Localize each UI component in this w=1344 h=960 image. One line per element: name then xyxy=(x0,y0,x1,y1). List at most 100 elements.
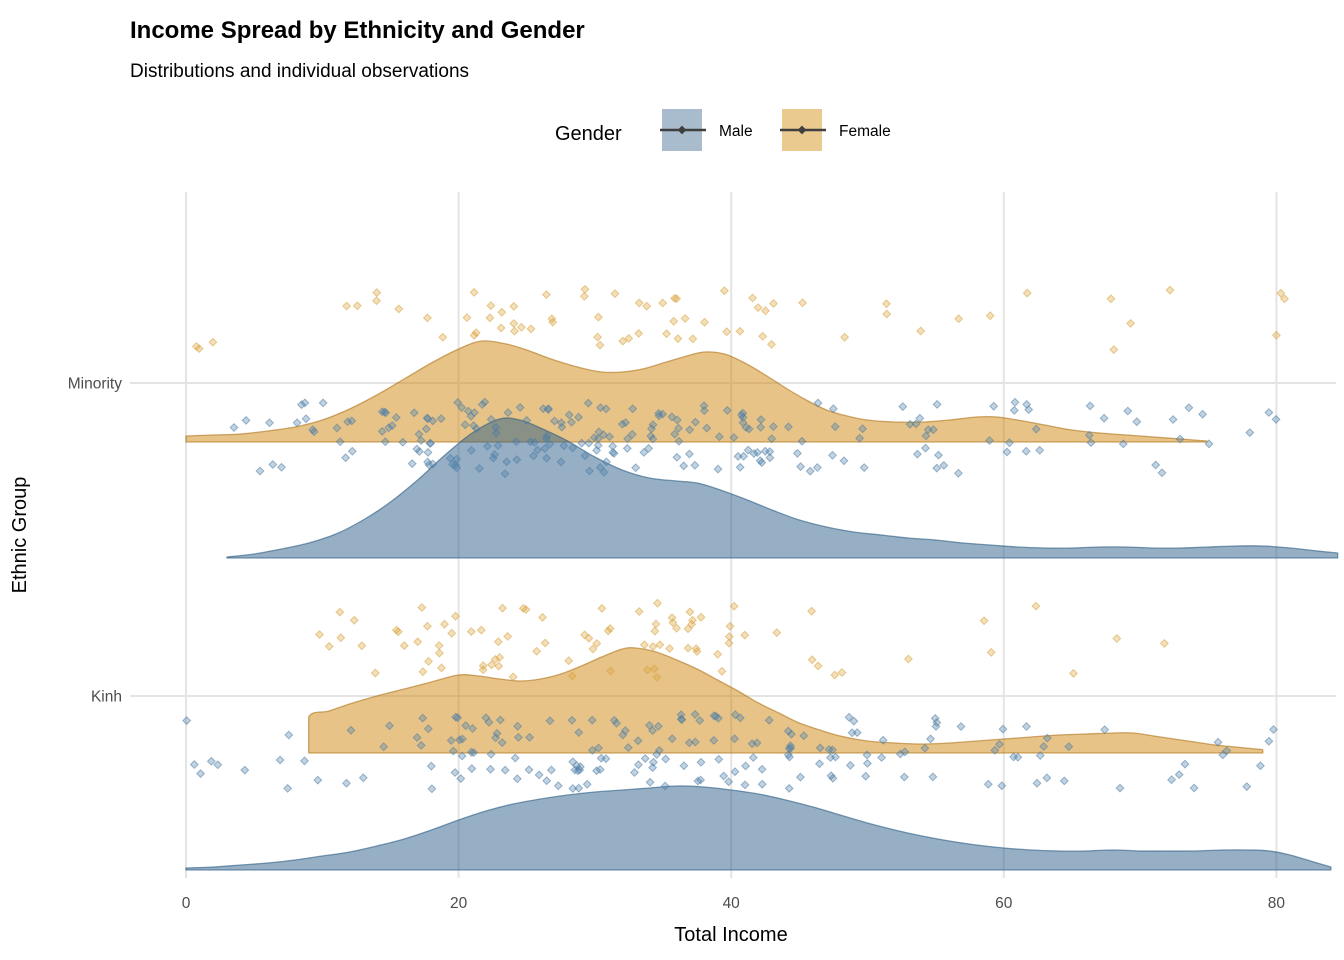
x-tick-label: 40 xyxy=(723,895,741,912)
observation-point xyxy=(858,424,868,434)
observation-point xyxy=(711,711,721,721)
observation-point xyxy=(1165,285,1175,295)
observation-point xyxy=(490,654,500,664)
observation-point xyxy=(672,623,682,633)
observation-point xyxy=(673,334,683,344)
observation-point xyxy=(575,762,585,772)
observation-point xyxy=(655,640,665,650)
observation-point xyxy=(852,728,862,738)
observation-point xyxy=(486,660,497,670)
observation-point xyxy=(654,411,664,421)
observation-point xyxy=(920,443,931,453)
observation-point xyxy=(760,306,770,316)
observation-point xyxy=(631,463,641,473)
observation-point xyxy=(566,417,577,427)
observation-point xyxy=(652,598,663,608)
observation-point xyxy=(1174,770,1184,780)
observation-point xyxy=(513,721,523,731)
observation-point xyxy=(719,286,729,296)
observation-point xyxy=(421,424,431,434)
observation-point xyxy=(453,397,463,408)
observation-point xyxy=(633,736,643,746)
observation-point xyxy=(484,717,494,727)
observation-point xyxy=(194,344,204,354)
observation-point xyxy=(687,615,698,625)
observation-point xyxy=(466,747,476,757)
observation-point xyxy=(206,756,216,766)
observation-point xyxy=(580,284,590,294)
observation-point xyxy=(457,734,467,744)
density-kinh-female xyxy=(308,647,1264,754)
observation-point xyxy=(749,448,759,459)
observation-point xyxy=(623,743,633,753)
observation-point xyxy=(516,322,526,332)
observation-point xyxy=(497,307,507,317)
observation-point xyxy=(748,293,758,303)
observation-point xyxy=(844,712,854,722)
observation-point xyxy=(662,329,672,339)
observation-point xyxy=(417,602,427,613)
observation-point xyxy=(815,743,825,753)
observation-point xyxy=(984,435,995,446)
observation-point xyxy=(450,767,460,778)
observation-point xyxy=(579,291,589,301)
observation-point xyxy=(828,404,838,414)
observation-point xyxy=(492,728,502,738)
observation-point xyxy=(772,628,782,638)
observation-point xyxy=(545,439,555,449)
observation-point xyxy=(953,468,963,478)
observation-point xyxy=(830,670,840,680)
observation-point xyxy=(513,732,523,742)
observation-point xyxy=(622,443,632,453)
observation-point xyxy=(699,406,709,416)
observation-point xyxy=(760,446,770,456)
observation-point xyxy=(384,423,394,433)
observation-point xyxy=(422,313,432,323)
observation-point xyxy=(824,744,834,755)
observation-point xyxy=(343,417,353,427)
observation-point xyxy=(467,764,477,774)
observation-point xyxy=(1021,446,1031,456)
observation-point xyxy=(795,772,805,782)
observation-point xyxy=(414,446,424,457)
observation-point xyxy=(542,776,552,786)
observation-point xyxy=(524,765,534,775)
observation-point xyxy=(486,414,496,424)
observation-point xyxy=(696,757,706,767)
chart-title: Income Spread by Ethnicity and Gender xyxy=(130,17,585,44)
observation-point xyxy=(768,298,779,309)
observation-point xyxy=(275,755,285,765)
observation-point xyxy=(1276,288,1286,298)
observation-point xyxy=(627,429,637,439)
observation-point xyxy=(597,603,607,613)
observation-point xyxy=(714,432,724,442)
observation-point xyxy=(895,749,905,759)
observation-point xyxy=(445,453,455,463)
observation-point xyxy=(609,715,619,725)
x-tick-label: 60 xyxy=(995,895,1013,912)
observation-point xyxy=(661,754,671,764)
x-tick-label: 0 xyxy=(182,895,191,912)
observation-point xyxy=(466,627,476,637)
observation-point xyxy=(503,631,513,641)
observation-point xyxy=(1255,761,1265,771)
chart-subtitle: Distributions and individual observation… xyxy=(130,61,469,82)
observation-point xyxy=(849,716,859,726)
observation-point xyxy=(642,665,652,675)
observation-point xyxy=(268,459,278,470)
observation-point xyxy=(768,422,778,432)
observation-point xyxy=(318,398,328,408)
observation-point xyxy=(735,462,745,472)
observation-point xyxy=(537,612,548,622)
observation-point xyxy=(845,760,855,770)
observation-point xyxy=(979,616,989,626)
observation-point xyxy=(680,313,690,324)
observation-point xyxy=(603,626,613,636)
observation-point xyxy=(651,619,661,629)
observation-point xyxy=(1010,397,1020,407)
observation-point xyxy=(737,410,747,420)
observation-point xyxy=(497,738,507,748)
observation-point xyxy=(471,424,481,434)
observation-point xyxy=(690,460,700,470)
